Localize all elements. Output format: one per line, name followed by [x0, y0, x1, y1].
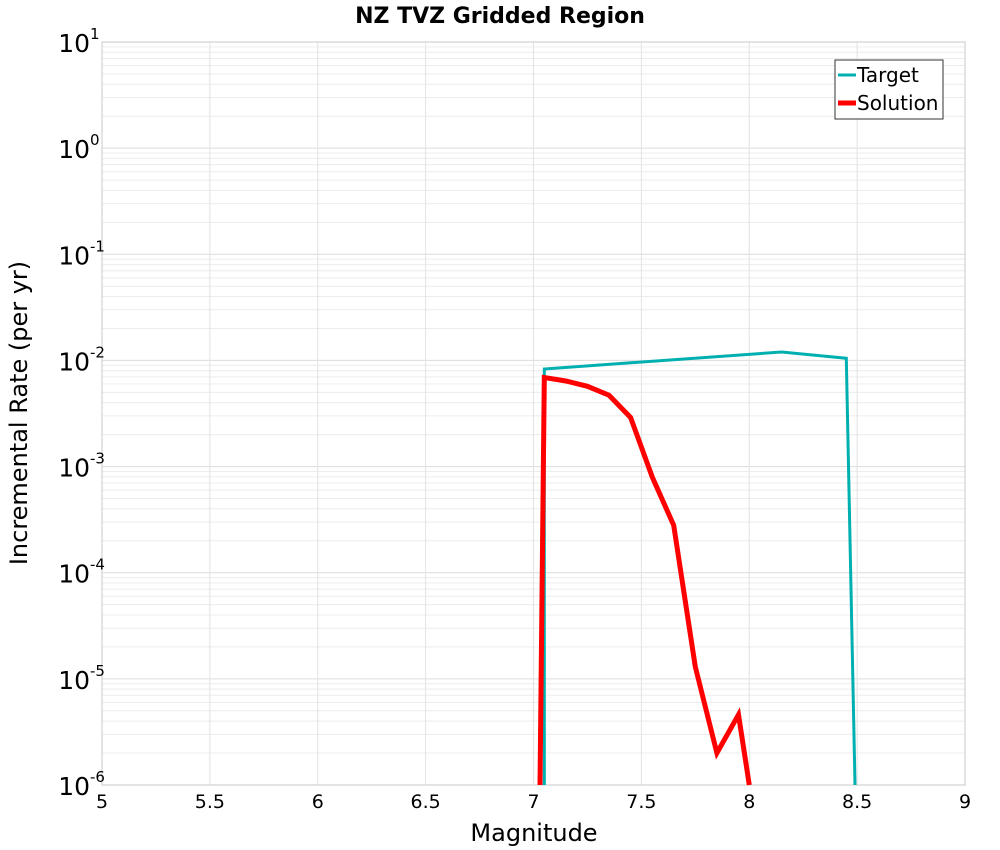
y-tick-base: 10 [58, 454, 90, 483]
y-tick-base: 10 [58, 666, 90, 695]
y-tick-base: 10 [58, 241, 90, 270]
y-tick-base: 10 [58, 560, 90, 589]
y-tick-label: 10 -3 [58, 450, 105, 483]
legend: Target Solution [834, 59, 944, 120]
legend-label-target: Target [856, 63, 919, 87]
x-tick-label: 7.5 [626, 791, 656, 813]
x-tick-label: 6.5 [411, 791, 441, 813]
y-tick-base: 10 [58, 772, 90, 801]
y-tick-exponent: -4 [90, 556, 105, 574]
grid [101, 42, 966, 786]
chart-title: NZ TVZ Gridded Region [355, 4, 645, 29]
x-axis-label: Magnitude [470, 819, 597, 847]
y-tick-exponent: 0 [90, 131, 100, 149]
y-tick-exponent: -1 [90, 237, 105, 255]
y-tick-label: 10 1 [58, 25, 99, 58]
y-tick-exponent: -2 [90, 343, 105, 361]
x-tick-label: 9 [959, 791, 971, 813]
y-tick-label: 10 -6 [58, 768, 105, 801]
legend-box [834, 59, 944, 120]
y-tick-base: 10 [58, 347, 90, 376]
legend-label-solution: Solution [857, 91, 938, 115]
y-tick-label: 10 -4 [58, 556, 105, 589]
y-tick-base: 10 [58, 135, 90, 164]
y-tick-exponent: -6 [90, 768, 105, 786]
x-tick-label: 6 [312, 791, 324, 813]
x-tick-label: 8.5 [842, 791, 872, 813]
series-line-solution [537, 374, 752, 786]
y-tick-label: 10 -1 [58, 237, 105, 270]
y-tick-base: 10 [58, 29, 90, 58]
y-tick-exponent: -5 [90, 662, 105, 680]
y-axis-label: Incremental Rate (per yr) [5, 261, 33, 565]
series-line-target [542, 350, 857, 786]
y-tick-exponent: 1 [90, 25, 100, 43]
x-tick-label: 8 [743, 791, 755, 813]
y-tick-label: 10 0 [58, 131, 99, 164]
y-tick-label: 10 -2 [58, 343, 105, 376]
x-tick-label: 5.5 [195, 791, 225, 813]
y-tick-exponent: -3 [90, 450, 105, 468]
x-axis-ticks: 5 5.5 6 6.5 7 7.5 8 8.5 9 [96, 791, 971, 813]
y-tick-label: 10 -5 [58, 662, 105, 695]
plot-area [101, 41, 966, 786]
x-tick-label: 7 [527, 791, 539, 813]
series-layer [537, 350, 857, 786]
x-tick-label: 5 [96, 791, 108, 813]
